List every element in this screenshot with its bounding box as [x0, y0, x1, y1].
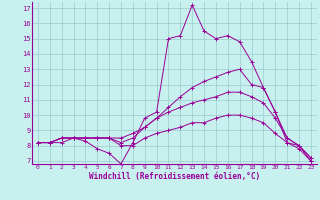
X-axis label: Windchill (Refroidissement éolien,°C): Windchill (Refroidissement éolien,°C)	[89, 172, 260, 181]
